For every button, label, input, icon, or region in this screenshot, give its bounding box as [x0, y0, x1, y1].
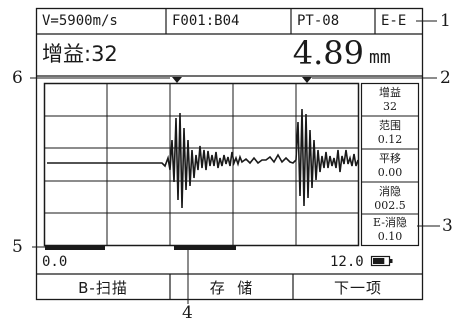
callout-5: 5 [12, 237, 23, 257]
mode-readout: E-E [381, 13, 407, 29]
side-item-label: E-消隐 [373, 216, 407, 229]
file-readout: F001:B04 [172, 13, 240, 29]
side-item-value: 32 [383, 100, 397, 113]
side-item-label: 消隐 [379, 185, 401, 198]
side-item-label: 范围 [379, 119, 401, 132]
next-item-button[interactable]: 下一项 [333, 279, 382, 297]
side-item-label: 增益 [379, 86, 401, 99]
side-item-value: 0.00 [377, 166, 403, 179]
callout-4: 4 [182, 303, 193, 323]
side-item-blanking[interactable]: 消隐 002.5 [364, 183, 416, 216]
battery-icon [370, 255, 394, 267]
side-item-value: 002.5 [374, 199, 406, 212]
callout-6: 6 [12, 68, 23, 88]
side-item-range[interactable]: 范围 0.12 [364, 117, 416, 150]
b-scan-button[interactable]: B-扫描 [78, 279, 128, 297]
side-item-value: 0.10 [377, 230, 403, 243]
thickness-unit: mm [369, 47, 391, 68]
side-item-label: 平移 [379, 152, 401, 165]
side-item-offset[interactable]: 平移 0.00 [364, 150, 416, 183]
side-item-e-blanking[interactable]: E-消隐 0.10 [364, 214, 416, 246]
callout-3: 3 [442, 216, 453, 236]
gain-label: 增益:32 [42, 42, 118, 66]
probe-readout: PT-08 [297, 13, 340, 29]
range-start-label: 0.0 [42, 254, 68, 270]
callout-1: 1 [440, 11, 451, 31]
velocity-readout: V=5900m/s [42, 13, 118, 29]
side-item-value: 0.12 [377, 133, 403, 146]
callout-2: 2 [440, 68, 451, 88]
range-end-label: 12.0 [330, 254, 364, 270]
side-item-gain[interactable]: 增益 32 [364, 84, 416, 117]
thickness-reading: 4.89 [292, 34, 364, 72]
store-button[interactable]: 存 储 [209, 279, 254, 297]
